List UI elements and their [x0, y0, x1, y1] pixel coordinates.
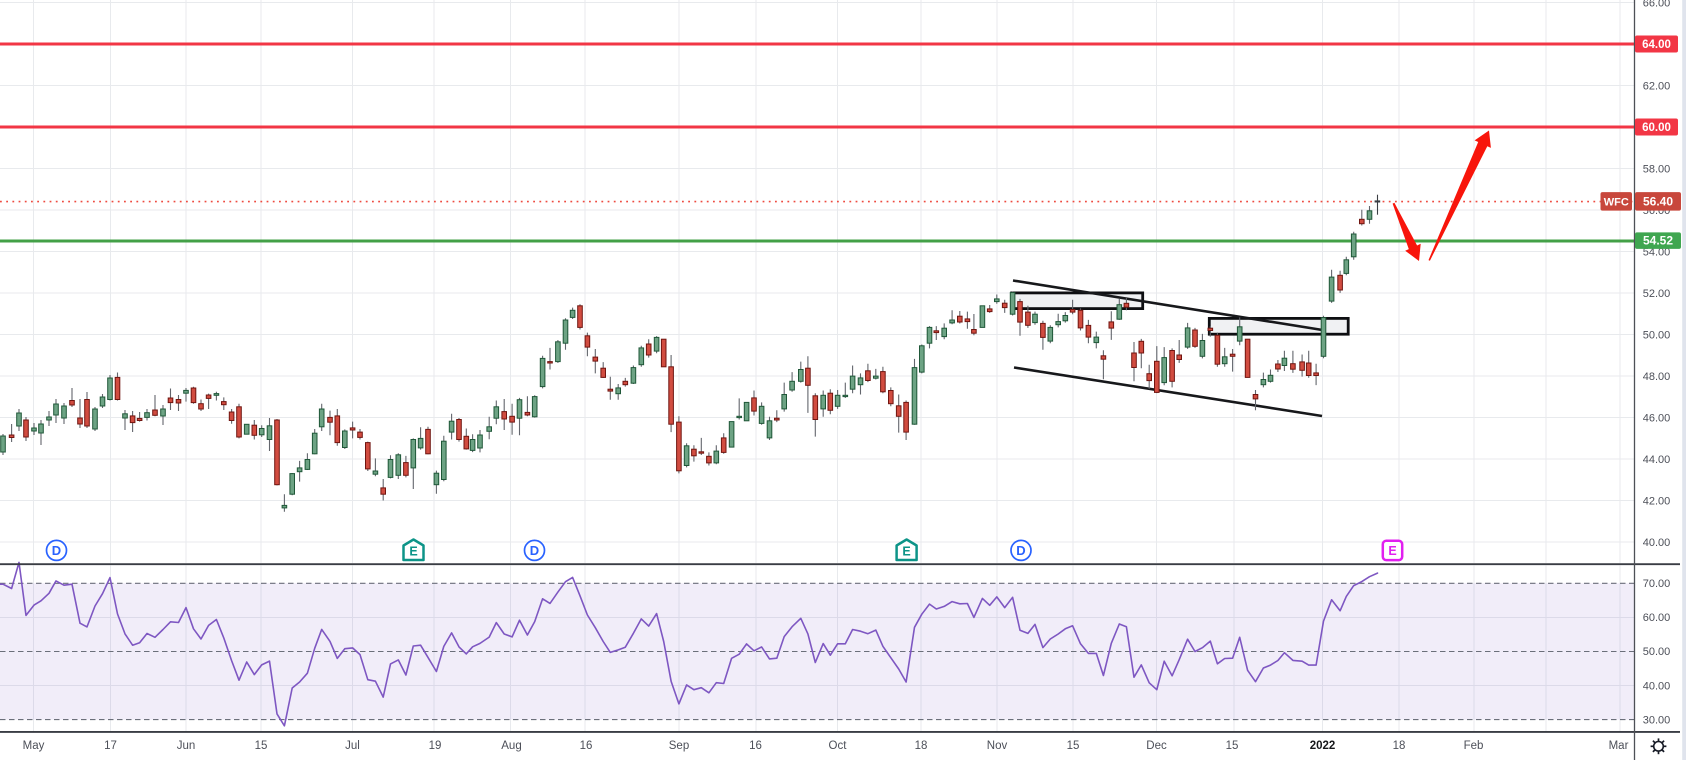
svg-text:Jul: Jul — [345, 740, 360, 752]
svg-text:15: 15 — [1226, 740, 1239, 752]
svg-text:17: 17 — [104, 740, 117, 752]
svg-text:40.00: 40.00 — [1643, 680, 1671, 692]
svg-text:58.00: 58.00 — [1643, 163, 1671, 175]
svg-text:70.00: 70.00 — [1643, 578, 1671, 590]
svg-text:40.00: 40.00 — [1643, 537, 1671, 549]
svg-text:64.00: 64.00 — [1642, 39, 1671, 51]
svg-text:15: 15 — [1067, 740, 1080, 752]
svg-text:56.40: 56.40 — [1643, 194, 1673, 208]
svg-text:Dec: Dec — [1146, 740, 1167, 752]
svg-text:Nov: Nov — [987, 740, 1008, 752]
svg-text:62.00: 62.00 — [1643, 80, 1671, 92]
svg-text:Oct: Oct — [829, 740, 848, 752]
svg-text:19: 19 — [429, 740, 442, 752]
svg-text:2022: 2022 — [1310, 740, 1336, 752]
svg-text:46.00: 46.00 — [1643, 412, 1671, 424]
svg-text:E: E — [409, 544, 417, 558]
svg-text:50.00: 50.00 — [1643, 646, 1671, 658]
svg-text:50.00: 50.00 — [1643, 329, 1671, 341]
svg-text:Mar: Mar — [1609, 740, 1629, 752]
svg-text:30.00: 30.00 — [1643, 714, 1671, 726]
svg-text:D: D — [1016, 543, 1025, 558]
svg-text:42.00: 42.00 — [1643, 495, 1671, 507]
svg-text:18: 18 — [1393, 740, 1406, 752]
svg-text:60.00: 60.00 — [1643, 612, 1671, 624]
svg-text:D: D — [52, 543, 61, 558]
svg-text:Feb: Feb — [1464, 740, 1484, 752]
svg-text:44.00: 44.00 — [1643, 454, 1671, 466]
svg-text:WFC: WFC — [1604, 196, 1629, 208]
svg-text:15: 15 — [255, 740, 268, 752]
svg-text:60.00: 60.00 — [1642, 122, 1671, 134]
svg-text:54.52: 54.52 — [1643, 234, 1673, 248]
svg-text:Aug: Aug — [501, 740, 521, 752]
svg-text:Sep: Sep — [669, 740, 689, 752]
svg-text:54.00: 54.00 — [1643, 246, 1671, 258]
svg-text:66.00: 66.00 — [1643, 0, 1671, 9]
svg-text:48.00: 48.00 — [1643, 371, 1671, 383]
svg-text:16: 16 — [580, 740, 593, 752]
svg-text:D: D — [530, 543, 539, 558]
svg-text:May: May — [23, 740, 45, 752]
svg-text:Jun: Jun — [177, 740, 196, 752]
svg-text:E: E — [902, 544, 910, 558]
svg-text:16: 16 — [749, 740, 762, 752]
svg-text:18: 18 — [915, 740, 928, 752]
svg-text:E: E — [1388, 544, 1396, 558]
svg-text:52.00: 52.00 — [1643, 288, 1671, 300]
